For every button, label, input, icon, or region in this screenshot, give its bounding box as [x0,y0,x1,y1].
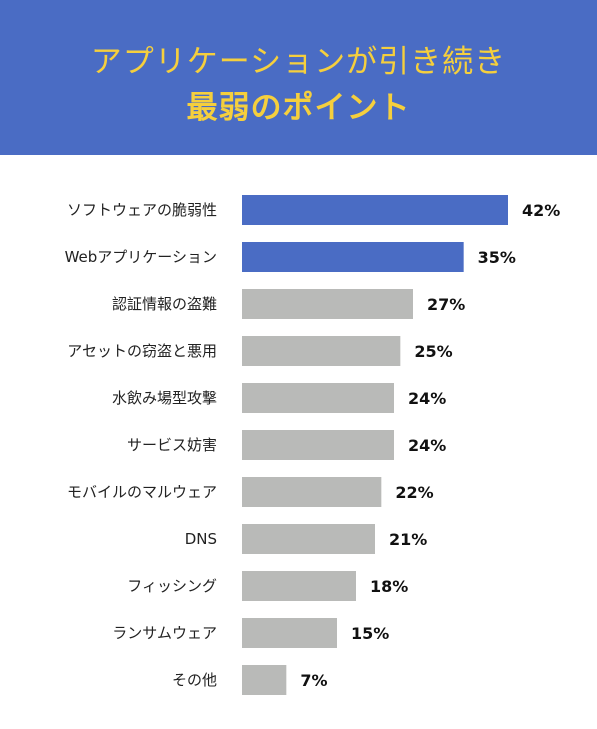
value-label: 35% [478,248,516,267]
value-label: 15% [351,624,389,643]
value-label: 24% [408,436,446,455]
bar [242,242,464,272]
category-label: フィッシング [127,577,217,595]
value-label: 24% [408,389,446,408]
chart-title-line1: アプリケーションが引き続き [90,44,507,80]
bar [242,289,413,319]
header-banner: アプリケーションが引き続き 最弱のポイント [0,0,597,155]
bar [242,195,508,225]
value-label: 27% [427,295,465,314]
category-label: アセットの窃盗と悪用 [67,342,217,360]
category-label: ソフトウェアの脆弱性 [67,201,217,219]
value-label: 22% [395,483,433,502]
bar-chart: ソフトウェアの脆弱性 42% Webアプリケーション 35% 認証情報の盗難 27% アセッ… [65,195,560,695]
value-label: 21% [389,530,427,549]
category-label: サービス妨害 [127,436,217,454]
bar [242,571,356,601]
value-label: 18% [370,577,408,596]
chart-title-line2: 最弱のポイント [186,90,411,126]
bar [242,477,382,507]
value-label: 7% [300,671,327,690]
category-label: ランサムウェア [112,624,217,642]
category-label: DNS [185,530,217,548]
bar [242,524,375,554]
value-label: 25% [414,342,452,361]
category-label: 水飲み場型攻撃 [112,389,217,407]
category-label: その他 [172,671,217,689]
category-label: Webアプリケーション [65,248,217,266]
bar [242,336,401,366]
bar [242,430,394,460]
category-label: モバイルのマルウェア [67,483,217,501]
bar [242,618,337,648]
category-label: 認証情報の盗難 [112,295,217,313]
bar [242,665,287,695]
value-label: 42% [522,201,560,220]
bar [242,383,394,413]
